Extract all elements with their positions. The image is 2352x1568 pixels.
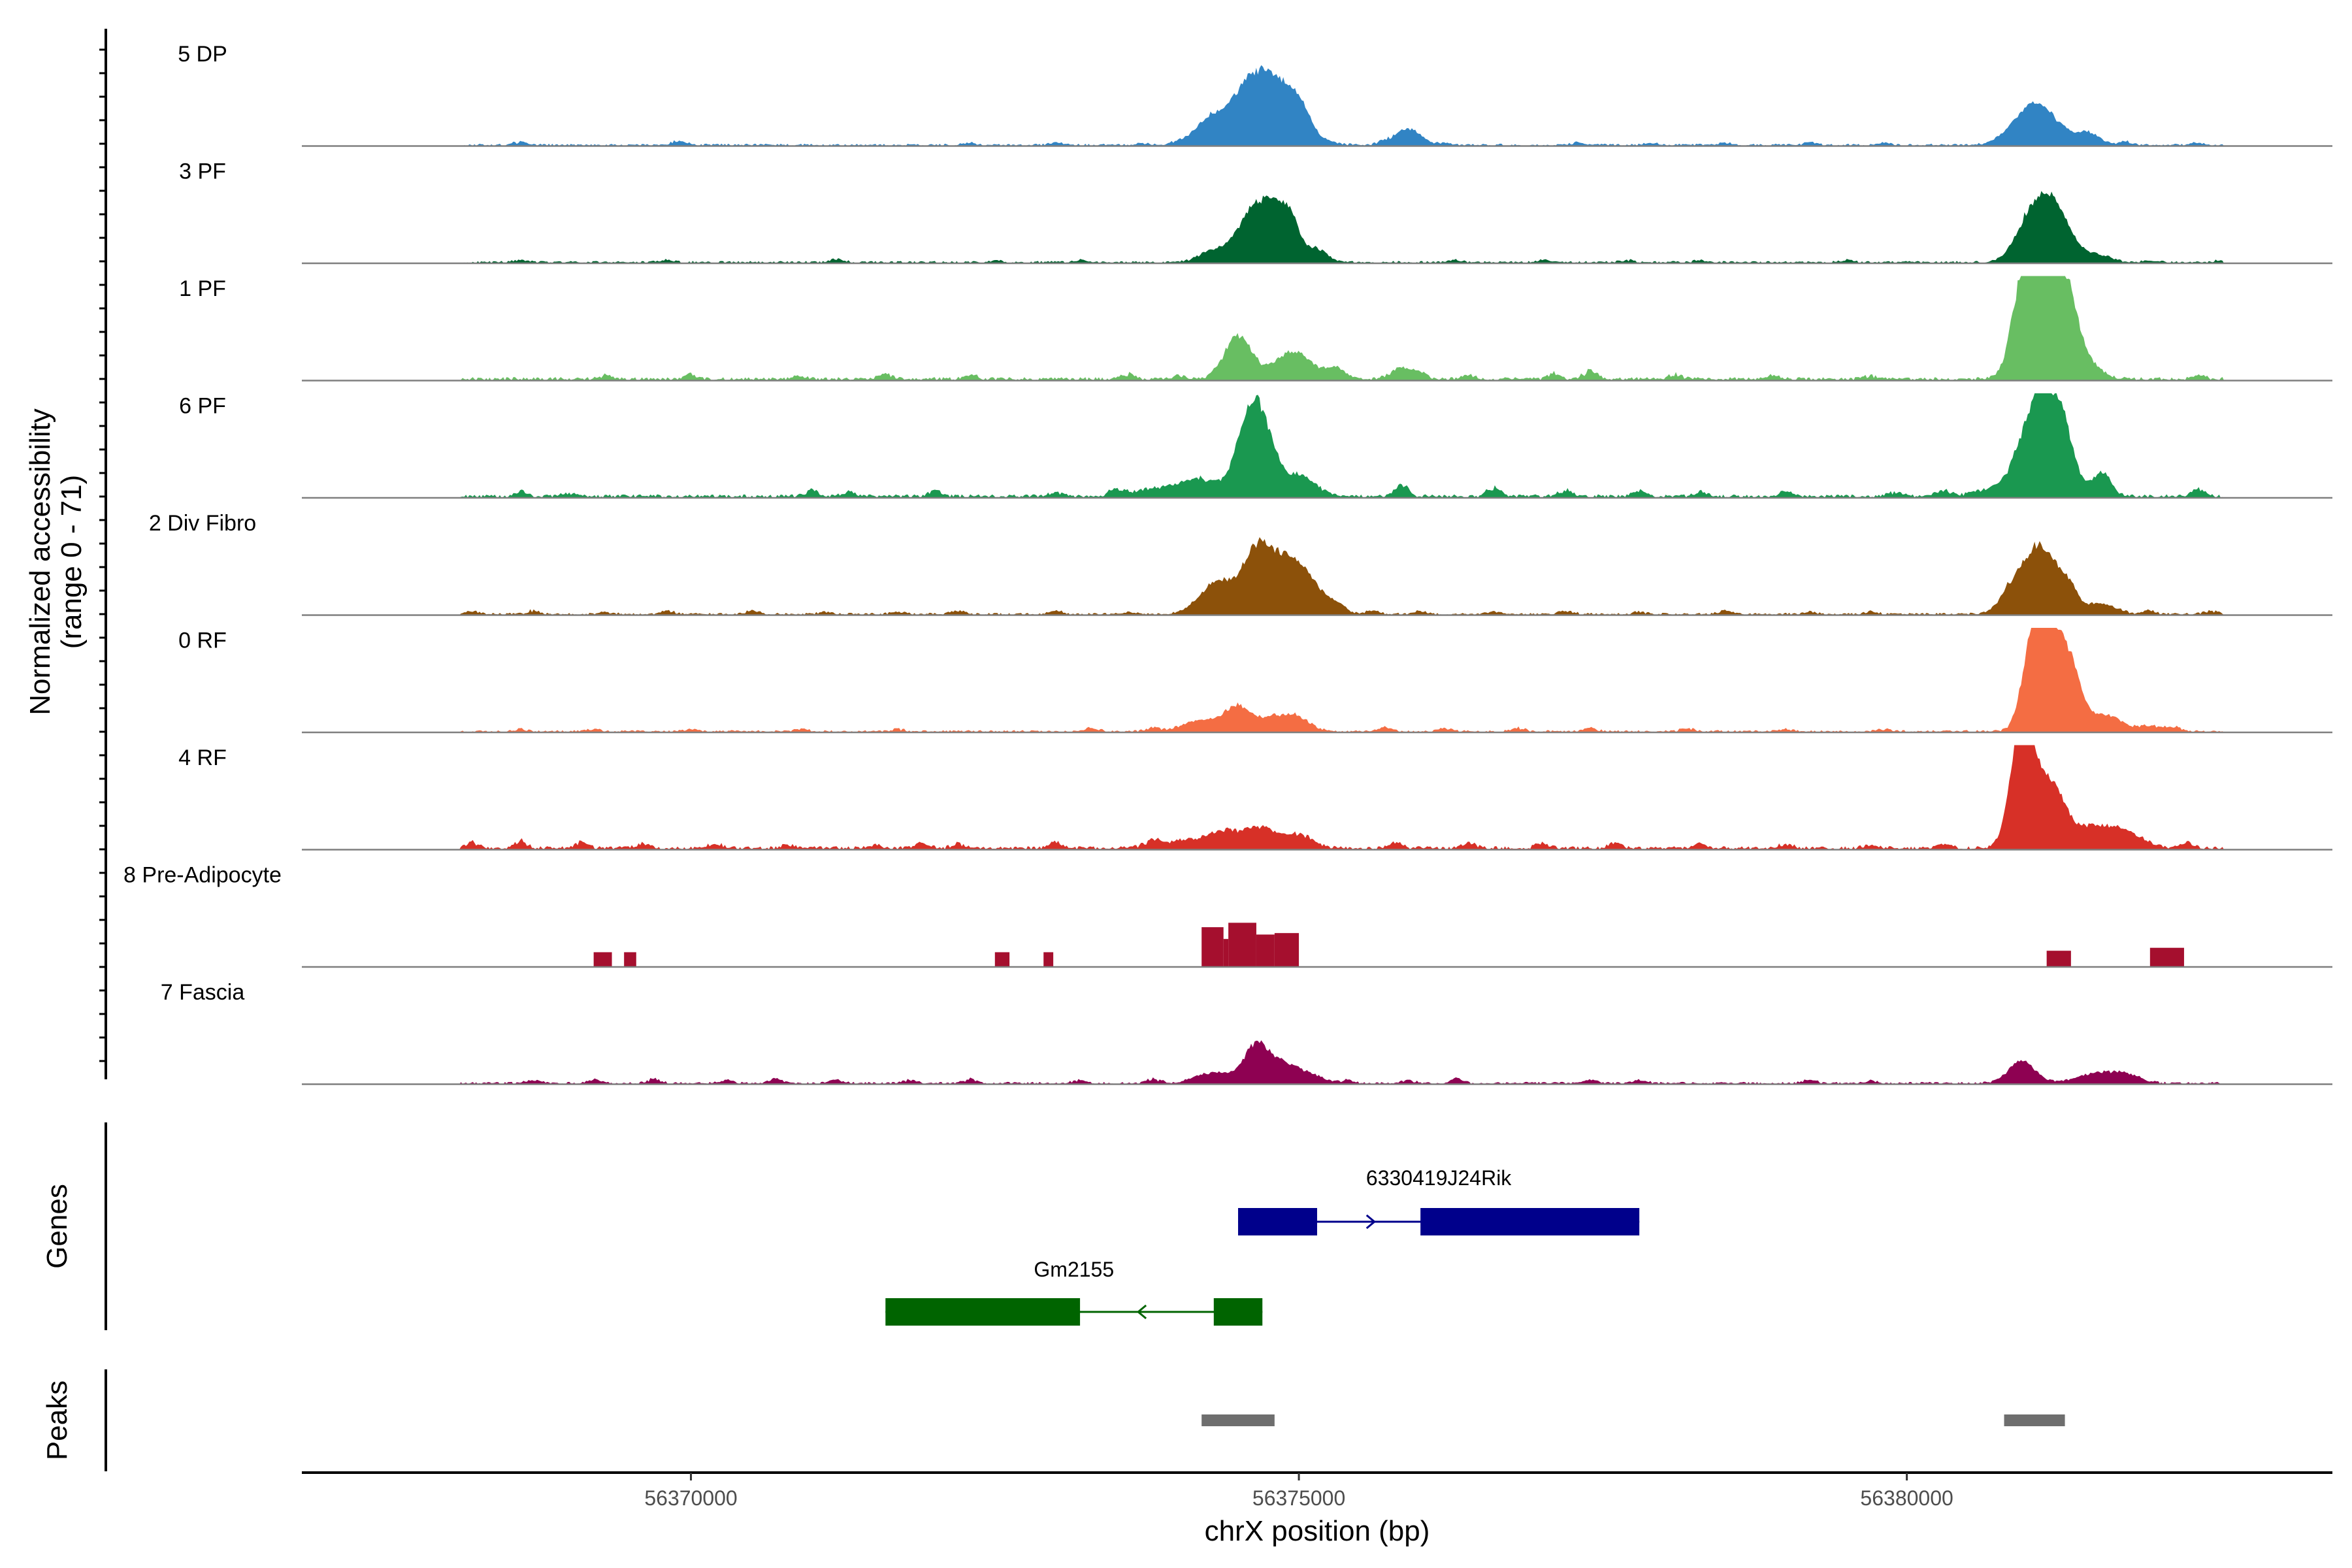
track-5: 2 Div Fibro	[149, 511, 2332, 616]
gene-label: Gm2155	[1034, 1258, 1114, 1281]
track-6: 0 RF	[178, 628, 2332, 734]
signal-block	[1043, 952, 1054, 967]
coverage-area	[302, 745, 2332, 850]
coverage-area	[302, 65, 2332, 146]
peak-regions	[1201, 1414, 2065, 1426]
track-1: 5 DP	[178, 42, 2332, 147]
gene-exon	[1238, 1208, 1317, 1235]
track-label: 6 PF	[179, 394, 226, 419]
coverage-area	[302, 628, 2332, 732]
y-axis-title-line2: (range 0 - 71)	[56, 475, 88, 649]
track-label: 3 PF	[179, 159, 226, 184]
peak-region	[2004, 1414, 2065, 1426]
track-label: 8 Pre-Adipocyte	[123, 863, 282, 888]
coverage-area	[302, 537, 2332, 615]
x-tick-label: 56380000	[1860, 1486, 1953, 1510]
gene-6330419J24Rik: 6330419J24Rik	[1238, 1166, 1640, 1235]
track-label: 0 RF	[178, 629, 227, 653]
track-2: 3 PF	[179, 159, 2332, 265]
signal-block	[2149, 947, 2184, 967]
x-axis-ticks: 56370000 56375000 56380000	[644, 1473, 1953, 1510]
signal-block	[1256, 934, 1275, 967]
signal-block	[994, 952, 1010, 967]
gene-exon	[1213, 1298, 1263, 1326]
track-label: 5 DP	[178, 42, 227, 67]
genes-panel-title: Genes	[41, 1184, 73, 1269]
track-label: 4 RF	[178, 745, 227, 770]
coverage-y-ticks	[99, 48, 106, 1062]
peaks-panel-title: Peaks	[41, 1380, 73, 1460]
strand-arrow	[1238, 1214, 1249, 1230]
x-tick-label: 56370000	[644, 1486, 737, 1510]
signal-block	[1223, 939, 1229, 967]
gene-label: 6330419J24Rik	[1366, 1166, 1512, 1190]
coverage-area	[302, 276, 2332, 381]
track-4: 6 PF	[179, 393, 2332, 499]
x-axis-title: chrX position (bp)	[1205, 1515, 1430, 1547]
coverage-y-axis-title: Normalized accessibility (range 0 - 71)	[24, 408, 88, 715]
gene-Gm2155: Gm2155	[885, 1258, 1263, 1326]
signal-block	[1228, 923, 1256, 967]
peak-region	[1201, 1414, 1275, 1426]
strand-arrow	[1136, 1304, 1147, 1320]
gene-exon	[885, 1298, 1081, 1326]
strand-arrow	[1365, 1214, 1377, 1230]
track-label: 2 Div Fibro	[149, 511, 256, 536]
track-label: 7 Fascia	[161, 980, 245, 1005]
coverage-area	[302, 191, 2332, 263]
signal-block	[1201, 927, 1224, 967]
coverage-tracks: 5 DP 3 PF 1 PF 6 PF 2 Div Fibro 0 RF 4 RF 8 Pre…	[123, 42, 2332, 1085]
y-axis-title-line1: Normalized accessibility	[24, 408, 56, 715]
coverage-area	[302, 1040, 2332, 1085]
x-tick-label: 56375000	[1252, 1486, 1345, 1510]
signal-block	[2046, 951, 2071, 967]
track-3: 1 PF	[179, 276, 2332, 382]
signal-block	[624, 952, 636, 967]
track-label: 1 PF	[179, 276, 226, 301]
signal-block	[593, 952, 612, 967]
gene-exon	[1420, 1208, 1640, 1235]
track-7: 4 RF	[178, 745, 2332, 851]
track-9: 7 Fascia	[161, 980, 2332, 1085]
track-8: 8 Pre-Adipocyte	[123, 863, 2332, 968]
signal-block	[1274, 933, 1299, 967]
coverage-area	[302, 393, 2332, 498]
gene-annotations: 6330419J24Rik Gm2155	[885, 1166, 1640, 1326]
